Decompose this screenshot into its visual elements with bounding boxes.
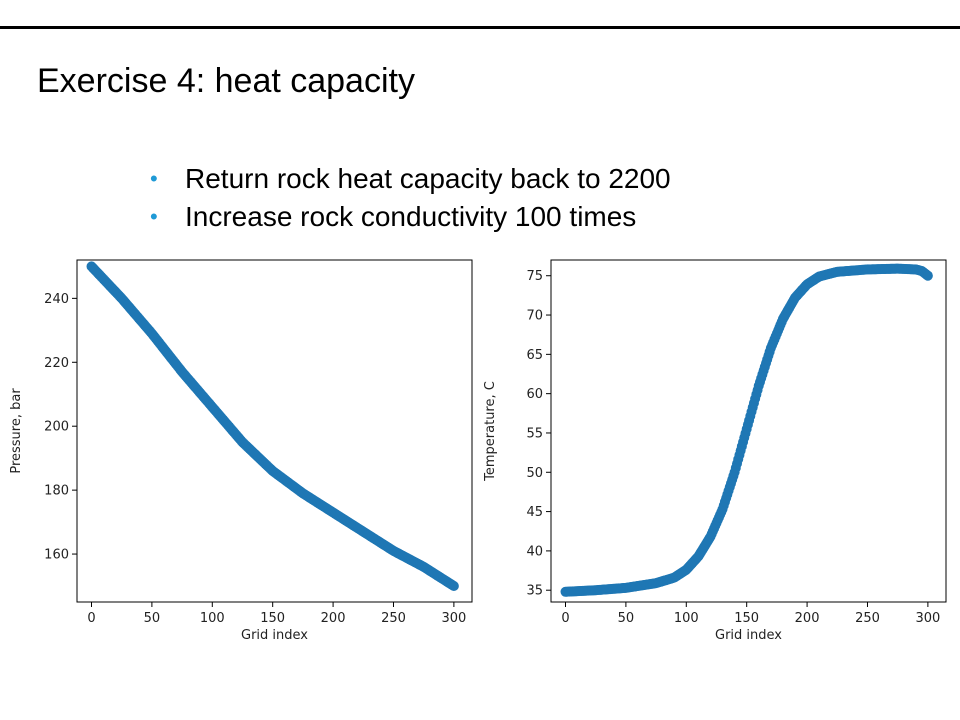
chart-1: 0 50 100 150 200 250 300 160 180 200 220 240 Grid in… [9,259,473,643]
x-tick-label: 50 [144,611,161,626]
x-tick-label: 150 [734,611,759,626]
y-tick-label: 70 [526,309,543,324]
y-axis-title: Pressure, bar [9,388,24,474]
bullet-dot-icon: • [150,204,158,229]
y-tick-label: 65 [526,348,543,363]
y-tick-label: 240 [44,292,69,307]
slide-title: Exercise 4: heat capacity [37,62,415,100]
top-rule [0,26,960,29]
y-tick-label: 40 [526,544,543,559]
bullet-item: • Return rock heat capacity back to 2200 [150,160,671,198]
x-tick-label: 100 [200,611,225,626]
data-point [448,581,459,592]
y-tick-label: 35 [526,584,543,599]
x-tick-label: 200 [795,611,820,626]
x-tick-label: 250 [855,611,880,626]
y-axis-title: Temperature, C [483,381,498,482]
x-tick-label: 0 [561,611,569,626]
x-tick-label: 300 [915,611,940,626]
y-tick-label: 55 [526,426,543,441]
data-points [560,263,933,597]
bullet-text: Increase rock conductivity 100 times [185,201,637,232]
data-point [922,270,933,281]
y-tick-label: 45 [526,505,543,520]
x-tick-label: 100 [674,611,699,626]
x-axis-title: Grid index [241,628,308,643]
y-tick-label: 75 [526,269,543,284]
x-tick-label: 300 [441,611,466,626]
data-points [86,261,459,592]
x-tick-label: 0 [87,611,95,626]
y-tick-label: 160 [44,548,69,563]
y-tick-label: 60 [526,387,543,402]
bullet-text: Return rock heat capacity back to 2200 [185,163,671,194]
chart-2: 0 50 100 150 200 250 300 35 40 45 50 55 60 65 70 75 Grid… [483,259,947,643]
bullet-dot-icon: • [150,166,158,191]
bullet-item: • Increase rock conductivity 100 times [150,198,671,236]
bullet-list: • Return rock heat capacity back to 2200… [150,160,671,236]
x-tick-label: 200 [321,611,346,626]
y-tick-label: 50 [526,466,543,481]
y-tick-label: 220 [44,356,69,371]
y-tick-label: 200 [44,420,69,435]
x-axis-title: Grid index [715,628,782,643]
x-tick-label: 250 [381,611,406,626]
x-tick-label: 50 [618,611,635,626]
plot-frame [550,259,947,603]
x-tick-label: 150 [260,611,285,626]
plot-frame [76,259,473,603]
y-tick-label: 180 [44,484,69,499]
